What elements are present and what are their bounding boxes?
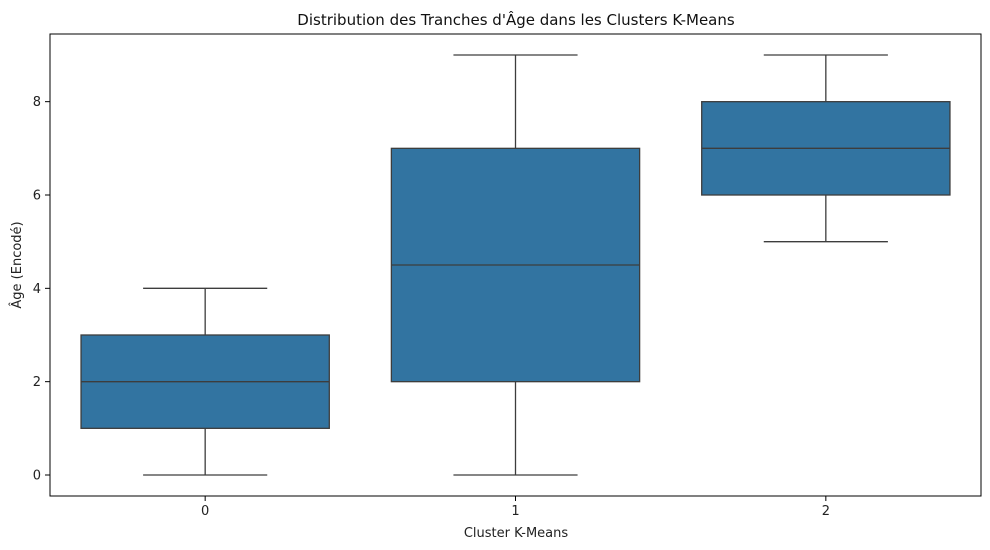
box-cluster-0 xyxy=(80,287,330,476)
y-axis-ticks: 0 2 4 6 8 xyxy=(33,95,50,484)
x-axis-label: Cluster K-Means xyxy=(464,526,569,541)
y-tick-label: 2 xyxy=(33,375,41,390)
chart-title: Distribution des Tranches d'Âge dans les… xyxy=(297,10,735,29)
x-tick-label: 0 xyxy=(201,504,209,519)
box-cluster-2 xyxy=(701,54,951,243)
box-cluster-1 xyxy=(390,54,641,476)
x-tick-label: 2 xyxy=(822,504,830,519)
plot-area xyxy=(80,54,951,476)
x-axis-ticks: 0 1 2 xyxy=(201,496,830,519)
y-tick-label: 8 xyxy=(33,95,41,110)
y-axis-label: Âge (Encodé) xyxy=(9,221,25,308)
x-tick-label: 1 xyxy=(511,504,519,519)
y-tick-label: 0 xyxy=(33,469,41,484)
y-tick-label: 4 xyxy=(33,282,41,297)
y-tick-label: 6 xyxy=(33,189,41,204)
